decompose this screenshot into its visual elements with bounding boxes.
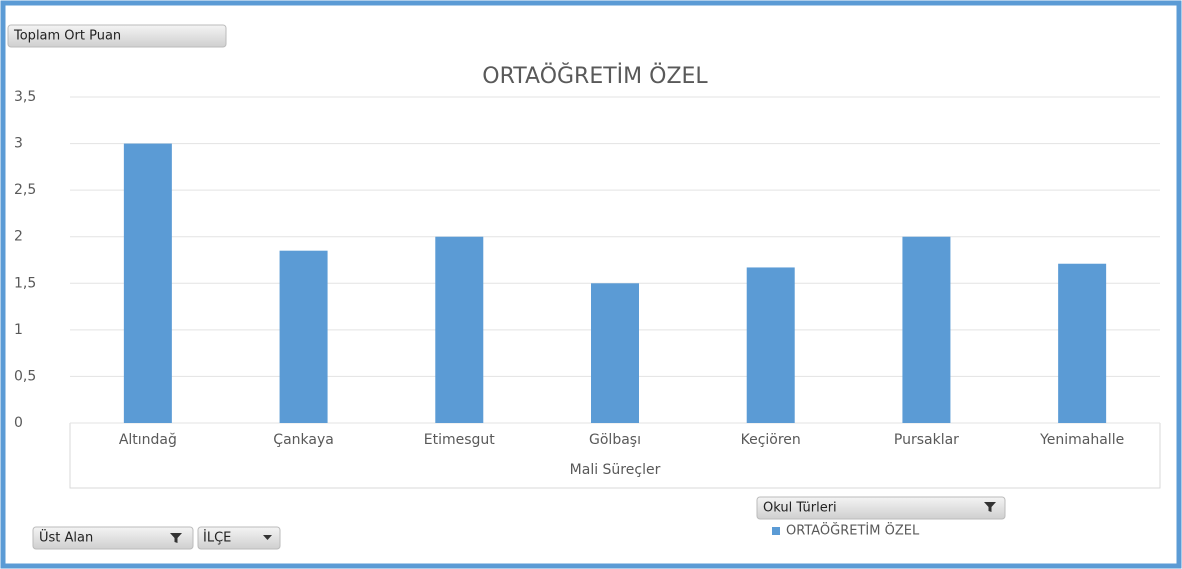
y-tick-label: 3 — [14, 136, 23, 152]
legend-swatch — [772, 527, 780, 535]
x-tick-label: Gölbaşı — [589, 432, 641, 448]
filter-icon — [170, 533, 182, 543]
y-tick-label: 0 — [14, 415, 23, 431]
y-tick-label: 0,5 — [14, 368, 36, 384]
y-tick-label: 2,5 — [14, 182, 36, 198]
y-tick-label: 3,5 — [14, 89, 36, 105]
button-bg — [32, 526, 194, 550]
legend-label: ORTAÖĞRETİM ÖZEL — [786, 522, 920, 539]
filter-button[interactable]: Üst Alan — [32, 526, 194, 550]
button-label: İLÇE — [203, 530, 231, 546]
bar — [1058, 263, 1107, 423]
x-tick-label: Yenimahalle — [1039, 432, 1124, 448]
axis-frame — [69, 423, 1161, 489]
dropdown-icon — [263, 535, 272, 540]
x-tick-label: Pursaklar — [894, 432, 959, 448]
bar — [435, 236, 484, 423]
y-tick-label: 1,5 — [14, 275, 36, 291]
chart-title: ORTAÖĞRETİM ÖZEL — [482, 63, 708, 89]
button-label: Üst Alan — [39, 529, 93, 546]
x-tick-label: Etimesgut — [424, 432, 496, 448]
button-bg — [7, 24, 227, 48]
button-label: Toplam Ort Puan — [13, 29, 121, 44]
bar — [279, 250, 328, 423]
x-tick-label: Altındağ — [119, 432, 177, 448]
x-tick-label: Çankaya — [273, 432, 334, 448]
bar — [123, 143, 172, 424]
y-tick-label: 1 — [14, 322, 23, 338]
filter-button[interactable]: İLÇE — [197, 526, 281, 550]
filter-icon — [984, 502, 996, 512]
value-button[interactable]: Toplam Ort Puan — [7, 24, 227, 48]
legend-button[interactable]: Okul Türleri — [756, 496, 1006, 520]
bar — [902, 236, 951, 423]
y-tick-label: 2 — [14, 229, 23, 245]
button-bg — [756, 496, 1006, 520]
bar — [746, 267, 795, 423]
bar — [591, 283, 639, 423]
button-bg — [197, 526, 281, 550]
x-tick-label: Keçiören — [741, 432, 801, 448]
button-label: Okul Türleri — [763, 501, 837, 516]
x-axis-label: Mali Süreçler — [570, 462, 661, 478]
